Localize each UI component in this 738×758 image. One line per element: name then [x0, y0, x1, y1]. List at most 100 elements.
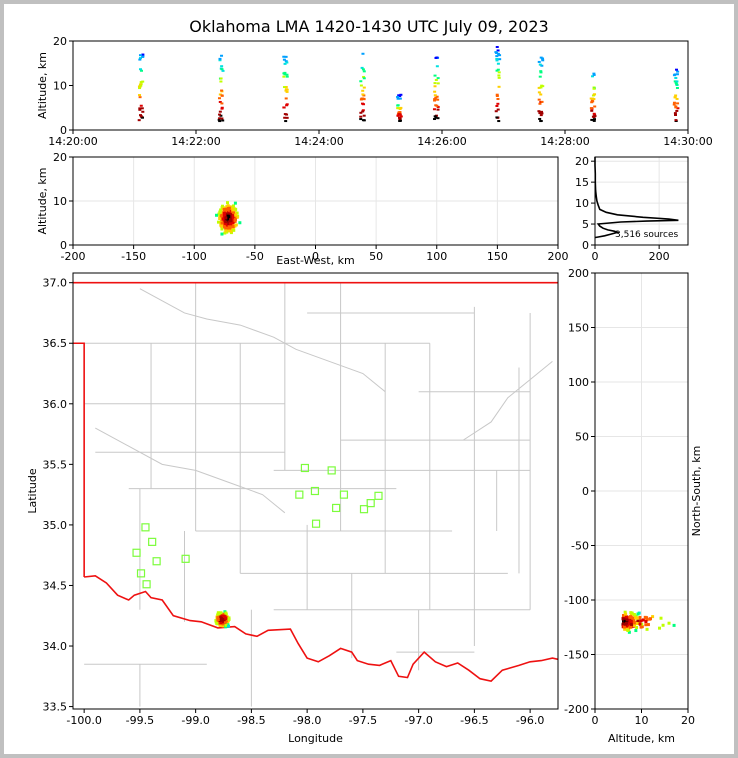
time-source-point: [397, 113, 401, 116]
time-source-point: [398, 95, 402, 98]
map-source-cell: [222, 618, 226, 622]
time-source-point: [496, 102, 500, 105]
time-source-point: [433, 85, 437, 88]
ns-source-cell: [648, 617, 652, 621]
altitude-ew-xlabel: East-West, km: [276, 254, 354, 267]
ew-source-cell: [219, 208, 223, 212]
time-source-point: [219, 114, 223, 117]
map-xlabel: Longitude: [288, 732, 343, 745]
time-source-point: [139, 114, 143, 117]
altitude-time-ylabel: Altitude, km: [36, 52, 49, 119]
time-source-point: [285, 116, 289, 119]
ns-source-cell: [636, 619, 640, 623]
histogram-frame: [594, 156, 689, 246]
time-source-point: [396, 95, 400, 98]
time-source-point: [138, 108, 142, 111]
time-source-point: [218, 110, 222, 113]
ns-y-tick-label: -200: [564, 703, 589, 716]
time-source-point: [433, 118, 437, 121]
ns-source-cell: [634, 614, 638, 618]
ew-source-cell: [232, 228, 236, 232]
time-source-point: [359, 118, 363, 121]
ns-y-tick-label: -150: [564, 649, 589, 662]
time-source-point: [539, 70, 543, 73]
ew-source-cell: [224, 229, 228, 233]
time-source-point: [676, 102, 680, 105]
altitude-ew-x-tick-label: -50: [246, 250, 264, 263]
time-source-point: [675, 73, 679, 76]
altitude-ew-ylabel: Altitude, km: [36, 167, 49, 234]
ew-source-cell: [226, 204, 230, 208]
time-source-point: [538, 112, 542, 115]
ew-source-cell: [234, 223, 238, 227]
time-source-point: [220, 117, 224, 120]
source-count-label: 3,516 sources: [615, 230, 679, 240]
time-source-point: [540, 112, 544, 115]
ns-source-cell: [633, 623, 637, 627]
altitude-ew-x-tick-label: -100: [182, 250, 207, 263]
time-source-point: [539, 56, 543, 59]
lma-station-marker: [300, 463, 310, 473]
ew-source-cell: [218, 216, 222, 220]
ns-source-cell: [622, 614, 626, 618]
map-source-cell: [226, 624, 230, 628]
time-source-point: [495, 55, 499, 58]
time-source-point: [537, 91, 541, 94]
time-source-point: [674, 119, 678, 122]
lma-station-marker: [295, 490, 304, 499]
time-source-point: [593, 115, 597, 118]
time-source-point: [674, 94, 678, 97]
time-source-point: [496, 68, 500, 71]
time-source-point: [218, 100, 222, 103]
ns-x-tick-label: 10: [635, 714, 649, 727]
ns-source-cell: [623, 622, 627, 626]
histogram-y-tick-label: 20: [575, 155, 589, 168]
time-source-point: [283, 62, 287, 65]
lma-station-marker: [132, 548, 141, 557]
time-source-point: [592, 72, 596, 75]
time-source-point: [674, 68, 678, 71]
ew-source-cell: [235, 215, 239, 219]
time-source-point: [138, 83, 142, 86]
time-source-point: [396, 97, 400, 100]
time-source-point: [283, 116, 287, 119]
ew-source-cell: [231, 208, 235, 212]
ew-source-cell: [231, 225, 235, 229]
time-source-point: [285, 75, 289, 78]
ns-source-cell: [622, 625, 626, 629]
ns-source-cell: [627, 630, 631, 634]
time-source-point: [399, 93, 403, 96]
ew-source-cell: [234, 207, 238, 211]
state-border-west: [73, 342, 85, 577]
time-source-point: [432, 108, 436, 111]
time-source-point: [674, 81, 678, 84]
ns-y-tick-label: 50: [575, 431, 589, 444]
ns-source-cell: [632, 621, 636, 625]
altitude-ew-y-tick-label: 10: [53, 195, 67, 208]
time-source-point: [137, 119, 141, 122]
time-source-point: [138, 54, 142, 57]
ns-source-cell: [631, 616, 635, 620]
time-source-point: [362, 114, 366, 117]
time-source-point: [284, 85, 288, 88]
time-source-point: [592, 87, 596, 90]
map-source-cell: [221, 622, 225, 626]
time-source-point: [433, 82, 437, 85]
lma-station-marker: [332, 503, 341, 513]
time-source-point: [497, 74, 501, 77]
time-source-point: [398, 97, 402, 100]
ew-source-cell: [226, 208, 230, 212]
time-source-point: [672, 74, 676, 77]
lma-station-marker: [366, 499, 375, 508]
time-source-point: [436, 98, 440, 101]
lma-station-marker: [310, 486, 320, 496]
time-source-point: [593, 105, 597, 108]
ns-source-cell: [658, 626, 662, 630]
time-source-point: [285, 61, 289, 64]
map-x-tick-label: -99.5: [126, 714, 154, 727]
time-source-point: [220, 68, 224, 71]
ew-source-cell: [225, 212, 229, 216]
ns-source-cell: [645, 627, 649, 631]
time-source-point: [590, 118, 594, 121]
ew-source-cell: [231, 220, 235, 224]
